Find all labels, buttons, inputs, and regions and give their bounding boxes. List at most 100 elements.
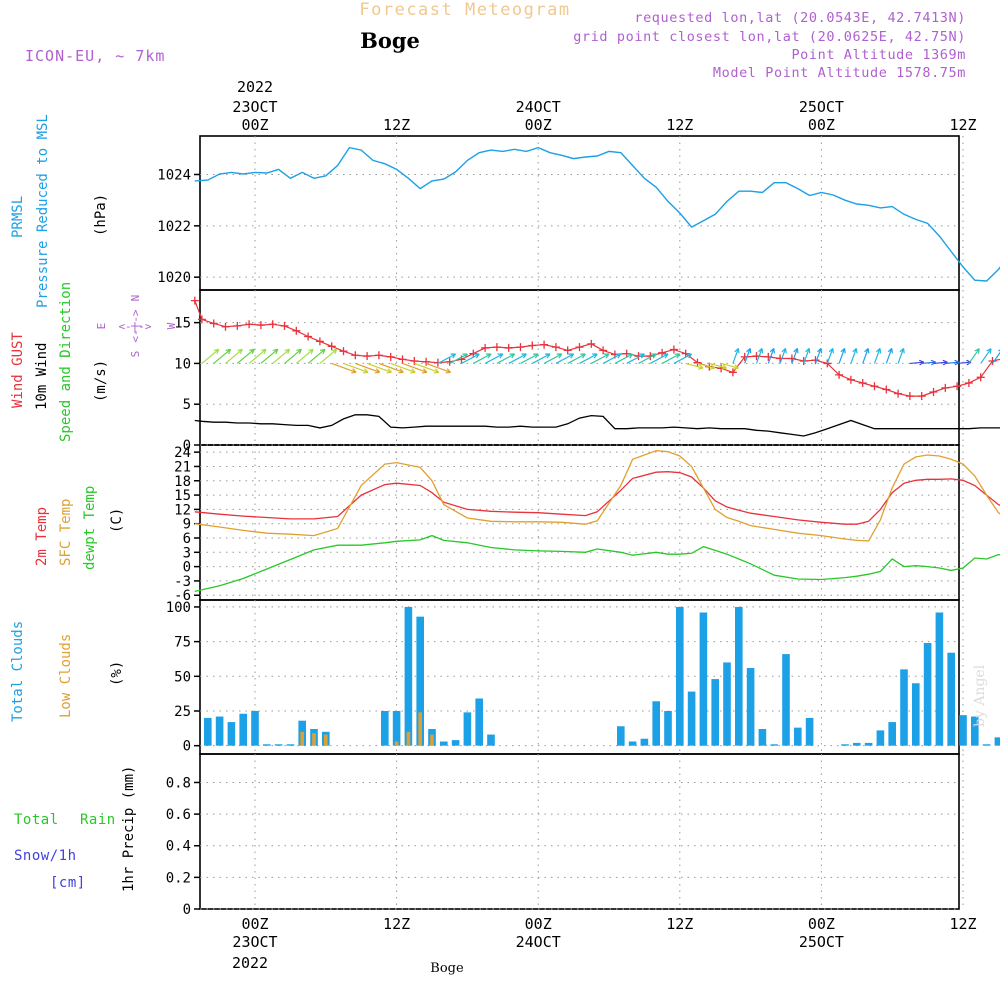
- wind-direction-arrow: [532, 353, 551, 364]
- wind-direction-arrow: [602, 353, 622, 364]
- hpa-unit-label: (hPa): [93, 194, 109, 236]
- panel-gridlines: [200, 136, 964, 910]
- wind-direction-arrow: [437, 353, 456, 364]
- header-title: Forecast Meteogram: [359, 0, 570, 20]
- snow-label: Snow/1h: [14, 848, 77, 864]
- compass-rose: N S E W <-|-> <-|->: [95, 295, 178, 358]
- wind-arrow-head: [709, 364, 716, 370]
- wind-direction-arrow: [755, 348, 763, 364]
- wind-arrow-head: [651, 353, 657, 359]
- wind-direction-arrow: [873, 348, 881, 364]
- total-cloud-bar: [853, 742, 861, 746]
- gust-marker: [233, 321, 242, 330]
- total-cloud-bar: [888, 722, 896, 746]
- gust-marker: [315, 337, 324, 346]
- total-cloud-bar: [381, 710, 389, 746]
- gust-marker: [563, 346, 572, 355]
- y-tick-label: 0: [183, 560, 191, 576]
- wind-arrow-head: [386, 368, 392, 374]
- wind-direction-arrow: [933, 361, 948, 365]
- wind-arrow-head: [533, 353, 539, 359]
- y-tick-label: 6: [183, 531, 191, 547]
- total-cloud-bar: [687, 691, 696, 746]
- wind-direction-arrow: [319, 348, 338, 364]
- wind-arrow-head: [249, 348, 255, 355]
- gust-marker: [398, 355, 407, 364]
- wind-direction-arrow: [591, 353, 610, 364]
- wind-direction-arrow: [378, 362, 404, 373]
- top-time-label: 00Z: [525, 116, 552, 134]
- speed-direction-label: Speed and Direction: [58, 282, 74, 442]
- wind-direction-arrow: [909, 361, 924, 365]
- wind-direction-arrow: [402, 362, 428, 373]
- gust-marker: [787, 354, 796, 363]
- gust-marker: [587, 339, 596, 348]
- gust-marker: [190, 296, 199, 305]
- wind-arrow-head: [213, 348, 220, 355]
- gust-marker: [492, 343, 501, 352]
- wind-direction-arrow: [449, 353, 468, 364]
- total-cloud-bar: [782, 654, 790, 746]
- wind-direction-arrow: [225, 348, 243, 364]
- panel-3-frame: [199, 444, 960, 601]
- wind-direction-arrow: [366, 362, 392, 373]
- top-time-label: 12Z: [949, 116, 976, 134]
- wind-arrow-head: [319, 348, 326, 355]
- bottom-time-label: 12Z: [949, 915, 976, 933]
- wind-arrow-head: [374, 368, 381, 374]
- y-tick-label: 18: [174, 474, 191, 490]
- wind-arrow-head: [974, 348, 980, 354]
- gust-marker: [327, 342, 336, 351]
- gust-marker: [575, 343, 584, 352]
- gust-marker: [599, 346, 608, 355]
- total-cloud-bar: [416, 616, 424, 746]
- pressure-msl-label: Pressure Reduced to MSL: [35, 114, 51, 308]
- ms-unit-label: (m/s): [93, 360, 109, 402]
- total-cloud-bar: [487, 734, 495, 746]
- model-label: ICON-EU, ~ 7km: [25, 47, 165, 65]
- wind-direction-arrow: [484, 353, 504, 364]
- wind-direction-arrow: [650, 353, 669, 364]
- gust-marker: [197, 315, 206, 324]
- panel-1-frame: [199, 135, 960, 291]
- total-cloud-bar: [263, 744, 271, 746]
- compass-ew-arrow: <-|->: [118, 320, 151, 333]
- grid-point-coords: grid point closest lon,lat (20.0625E, 42…: [573, 29, 966, 45]
- bottom-time-label: 12Z: [383, 915, 410, 933]
- total-cloud-bar: [274, 744, 283, 746]
- wind-arrow-head: [544, 353, 551, 359]
- wind-arrow-head: [805, 347, 811, 354]
- total-cloud-bar: [794, 727, 802, 746]
- gust-marker: [976, 373, 985, 382]
- total-cloud-bar: [923, 643, 932, 746]
- wind-arrow-head: [485, 353, 492, 359]
- total-cloud-bar: [994, 737, 1000, 746]
- gust-marker: [481, 343, 490, 352]
- total-cloud-bar: [640, 738, 649, 746]
- bottom-time-label: 00Z: [525, 915, 552, 933]
- gust-marker: [221, 322, 230, 331]
- wind-arrow-head: [433, 368, 440, 374]
- y-tick-label: 0.8: [166, 775, 191, 791]
- low-cloud-bar: [394, 741, 399, 746]
- low-clouds-label: Low Clouds: [58, 634, 74, 718]
- wind-direction-arrow: [614, 353, 633, 364]
- compass-s-label: S: [129, 351, 142, 358]
- wind-direction-arrow: [803, 348, 810, 364]
- gust-marker: [929, 387, 938, 396]
- total-cloud-bar: [286, 744, 295, 746]
- wind-direction-arrow: [260, 348, 279, 364]
- total-cloud-bar: [876, 730, 885, 746]
- total-cloud-bar: [864, 742, 873, 746]
- total-rain-label: Total: [14, 812, 59, 828]
- gust-marker: [209, 319, 218, 328]
- wind-direction-arrow: [980, 348, 992, 364]
- wind-direction-arrow: [709, 362, 727, 369]
- low-cloud-bar: [324, 734, 328, 746]
- wind-arrow-head: [603, 353, 610, 359]
- compass-w-label: W: [165, 322, 178, 329]
- wind-direction-arrow: [461, 353, 480, 364]
- wind-10m-label: 10m Wind: [34, 343, 50, 410]
